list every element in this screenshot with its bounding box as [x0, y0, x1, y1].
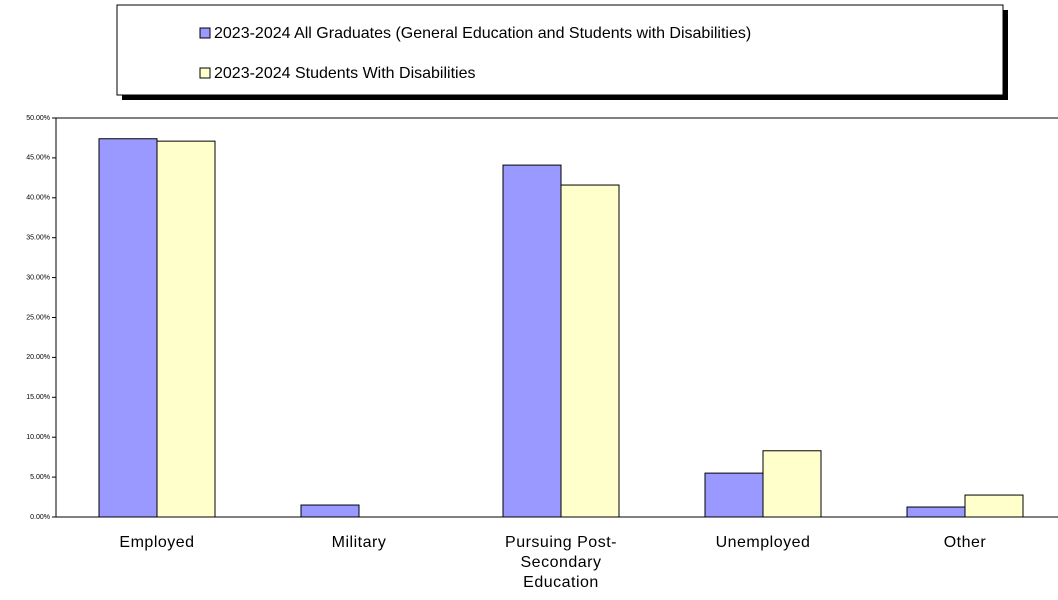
y-tick-label: 35.00% [26, 235, 50, 242]
y-tick-label: 5.00% [30, 474, 50, 481]
x-tick-label: Employed [119, 534, 195, 551]
x-tick-label: Pursuing Post-Secondary Education [505, 534, 617, 591]
legend-label: 2023-2024 Students With Disabilities [214, 65, 475, 82]
legend-swatch [199, 27, 211, 39]
x-tick-label: Other [943, 534, 987, 551]
bar [964, 494, 1024, 518]
y-tick-label: 20.00% [26, 354, 50, 361]
x-tick-label: Unemployed [715, 534, 811, 551]
y-tick-label: 0.00% [30, 514, 50, 521]
bar [98, 138, 158, 518]
y-tick-label: 50.00% [26, 115, 50, 122]
y-tick-label: 15.00% [26, 394, 50, 401]
bar [560, 184, 620, 518]
y-tick-label: 30.00% [26, 274, 50, 281]
bar [704, 472, 764, 518]
bar [300, 504, 360, 518]
legend-label: 2023-2024 All Graduates (General Educati… [214, 25, 751, 42]
y-tick-label: 25.00% [26, 314, 50, 321]
bar [502, 164, 562, 518]
legend-box [116, 4, 1004, 96]
y-tick-label: 45.00% [26, 155, 50, 162]
bar [156, 140, 216, 518]
legend-swatch [199, 67, 211, 79]
y-tick-label: 40.00% [26, 195, 50, 202]
x-tick-label: Military [331, 534, 387, 551]
y-tick-label: 10.00% [26, 434, 50, 441]
bar [762, 450, 822, 518]
bar [906, 506, 966, 518]
